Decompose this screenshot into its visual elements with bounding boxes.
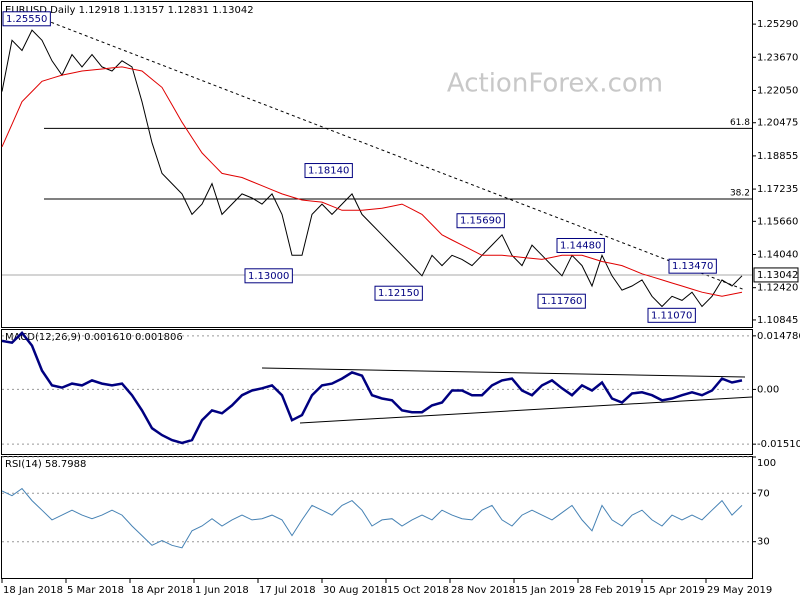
price-label: 1.11760 (541, 296, 582, 307)
y-tick-label: 1.12420 (757, 283, 798, 294)
series-line (1, 29, 743, 308)
y-tick-label: 1.14040 (757, 250, 798, 261)
y-tick-label: 1.17235 (757, 184, 798, 195)
y-tick-label: 1.15660 (757, 216, 798, 227)
price-label-box (537, 293, 586, 309)
macd-trend-line (261, 367, 746, 378)
price-label-box (668, 258, 717, 274)
price-label: 1.15690 (460, 216, 501, 227)
y-tick-label: 30 (757, 537, 770, 548)
price-panel (1, 1, 753, 328)
x-tick-label: 15 Jan 2019 (515, 585, 575, 596)
y-tick-label: -0.015107 (757, 439, 800, 450)
current-price-box (753, 267, 799, 283)
y-tick-label: 0.00 (757, 384, 779, 395)
price-label-box (2, 11, 51, 27)
price-label-box (556, 237, 605, 253)
series-line (1, 66, 743, 297)
price-label-box (244, 268, 293, 284)
price-label-box (456, 213, 505, 229)
x-tick-label: 18 Apr 2018 (131, 585, 193, 596)
price-label-box (647, 307, 696, 323)
x-tick-label: 28 Nov 2018 (451, 585, 515, 596)
chart-title: EURUSD,Daily 1.12918 1.13157 1.12831 1.1… (5, 5, 254, 16)
rsi-title: RSI(14) 58.7988 (5, 459, 86, 470)
x-tick-label: 17 Jul 2018 (259, 585, 316, 596)
x-tick-label: 1 Jun 2018 (195, 585, 249, 596)
price-label-box (374, 285, 423, 301)
x-tick-label: 28 Feb 2019 (579, 585, 641, 596)
macd-title: MACD(12,26,9) 0.001610 0.001806 (5, 332, 183, 343)
watermark: ActionForex.com (447, 69, 663, 99)
price-label: 1.12150 (378, 288, 419, 299)
price-label: 1.13470 (672, 261, 713, 272)
y-tick-label: 1.18855 (757, 151, 798, 162)
price-label: 1.13000 (248, 271, 289, 282)
x-tick-label: 30 Aug 2018 (323, 585, 387, 596)
x-tick-label: 29 May 2019 (707, 585, 772, 596)
series-line (1, 331, 743, 445)
x-tick-label: 15 Oct 2018 (387, 585, 449, 596)
y-tick-label: 1.25290 (757, 19, 798, 30)
y-tick-label: 0.014786 (757, 331, 800, 342)
x-tick-label: 15 Apr 2019 (643, 585, 705, 596)
macd-trend-line (299, 396, 753, 424)
price-label-box (304, 163, 353, 179)
fib-label: 61.8 (730, 118, 750, 128)
x-tick-label: 18 Jan 2018 (3, 585, 63, 596)
y-tick-label: 100 (757, 458, 776, 469)
x-tick-label: 5 Mar 2018 (67, 585, 124, 596)
price-label: 1.25550 (6, 14, 47, 25)
price-label: 1.18140 (308, 166, 349, 177)
fib-label: 38.2 (730, 189, 750, 199)
y-tick-label: 1.22050 (757, 85, 798, 96)
y-tick-label: 1.10845 (757, 315, 798, 326)
price-label: 1.11070 (651, 310, 692, 321)
series-line (1, 487, 743, 549)
price-label: 1.14480 (560, 240, 601, 251)
y-tick-label: 1.23670 (757, 52, 798, 63)
y-tick-label: 70 (757, 488, 770, 499)
macd-panel (1, 329, 753, 455)
current-price-label: 1.13042 (757, 270, 798, 281)
y-tick-label: 1.20475 (757, 118, 798, 129)
